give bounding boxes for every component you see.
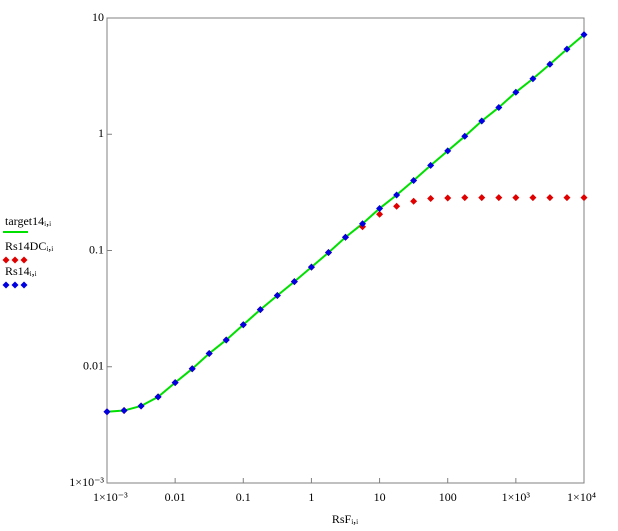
data-point: [529, 75, 537, 83]
legend-label: Rs14DCᵢ,ᵢ: [5, 239, 53, 253]
data-point: [427, 195, 435, 203]
data-point: [580, 194, 588, 202]
x-tick-label: 100: [439, 490, 457, 504]
data-point: [307, 263, 315, 271]
data-point: [393, 191, 401, 199]
x-tick-label: 0.01: [165, 490, 186, 504]
data-point: [154, 393, 162, 401]
data-point: [410, 177, 418, 185]
y-tick-label: 1×10⁻³: [69, 475, 104, 489]
y-tick-label: 1: [98, 126, 104, 140]
data-point: [239, 321, 247, 329]
x-tick-label: 1: [308, 490, 314, 504]
data-point: [512, 194, 520, 202]
data-point: [427, 161, 435, 169]
data-point: [563, 45, 571, 53]
data-point: [137, 402, 145, 410]
data-point: [495, 103, 503, 111]
x-axis-label: RsFᵢ,ᵢ: [332, 512, 358, 526]
y-tick-label: 0.1: [89, 242, 104, 256]
legend-swatch: [11, 256, 19, 264]
data-point: [546, 60, 554, 68]
data-point: [410, 197, 418, 205]
data-point: [580, 31, 588, 39]
data-point: [393, 202, 401, 210]
data-point: [444, 194, 452, 202]
x-tick-label: 1×10⁻³: [93, 490, 128, 504]
data-point: [359, 220, 367, 228]
data-point: [273, 292, 281, 300]
data-point: [376, 204, 384, 212]
data-point: [478, 194, 486, 202]
data-point: [120, 407, 128, 415]
data-point: [341, 233, 349, 241]
data-point: [324, 249, 332, 257]
data-point: [495, 194, 503, 202]
legend-swatch: [11, 281, 19, 289]
data-point: [546, 194, 554, 202]
data-point: [103, 408, 111, 416]
plot-frame: [106, 17, 585, 484]
y-tick-label: 10: [92, 10, 104, 24]
series-line: [106, 33, 585, 413]
legend-label: Rs14ᵢ,ᵢ: [5, 264, 37, 278]
x-tick-label: 1×10³: [502, 490, 531, 504]
data-point: [290, 278, 298, 286]
data-point: [188, 365, 196, 373]
x-tick-label: 0.1: [236, 490, 251, 504]
data-point: [171, 379, 179, 387]
data-point: [461, 194, 469, 202]
data-point: [563, 194, 571, 202]
data-point: [256, 306, 264, 314]
data-point: [444, 147, 452, 155]
data-point: [461, 132, 469, 140]
legend-swatch: [2, 281, 10, 289]
y-tick-label: 0.01: [83, 359, 104, 373]
legend-swatch: [20, 256, 28, 264]
x-tick-label: 10: [374, 490, 386, 504]
data-point: [376, 210, 384, 218]
data-point: [512, 88, 520, 96]
legend-label: target14ᵢ,ᵢ: [5, 214, 51, 228]
data-point: [205, 350, 213, 358]
data-point: [222, 336, 230, 344]
data-point: [529, 194, 537, 202]
legend-swatch: [2, 256, 10, 264]
x-tick-label: 1×10⁴: [567, 490, 596, 504]
legend-swatch: [20, 281, 28, 289]
data-point: [478, 117, 486, 125]
